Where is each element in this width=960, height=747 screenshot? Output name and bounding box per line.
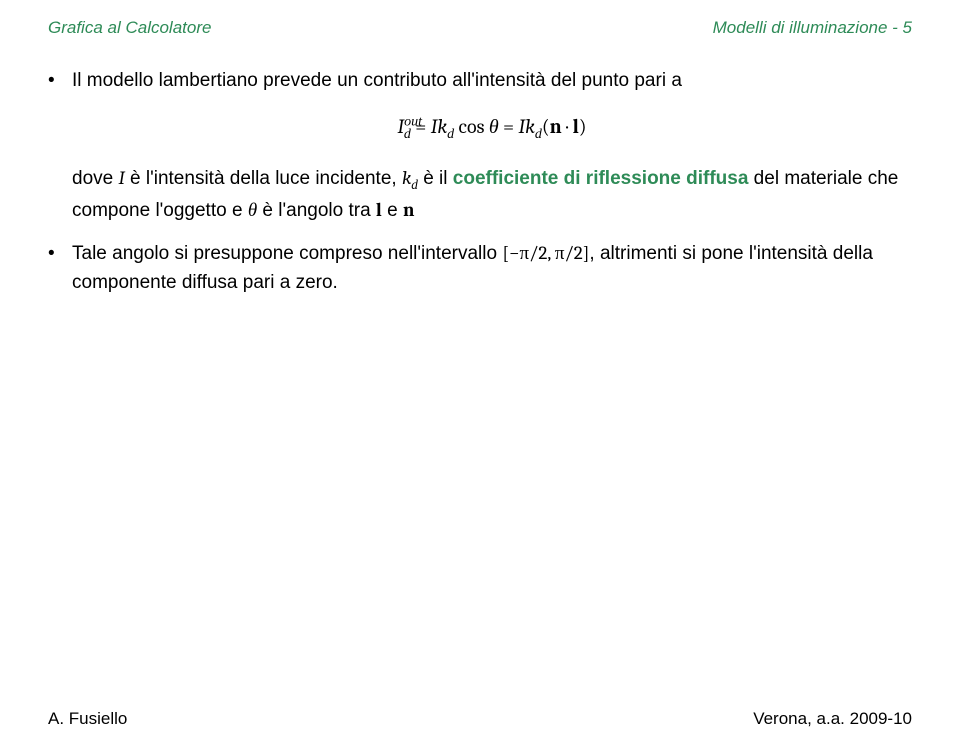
formula-d1: d bbox=[404, 127, 411, 142]
af-pre: dove bbox=[72, 168, 118, 189]
formula-Ik2: Ik bbox=[519, 115, 535, 138]
footer-left: A. Fusiello bbox=[48, 709, 127, 729]
bullet-1-body: Il modello lambertiano prevede un contri… bbox=[72, 66, 912, 225]
formula-n: n bbox=[550, 115, 562, 138]
page: Grafica al Calcolatore Modelli di illumi… bbox=[0, 0, 960, 747]
footer-right: Verona, a.a. 2009-10 bbox=[753, 709, 912, 729]
content: • Il modello lambertiano prevede un cont… bbox=[48, 66, 912, 298]
bullet-marker-2: • bbox=[48, 239, 72, 298]
formula-lp: ( bbox=[542, 115, 550, 138]
af-mid4: è l'angolo tra bbox=[257, 200, 376, 221]
formula: Ioutd = Ikd cos θ = Ikd(n · l) bbox=[72, 111, 912, 146]
b2-pre: Tale angolo si presuppone compreso nell'… bbox=[72, 243, 502, 264]
header-left: Grafica al Calcolatore bbox=[48, 18, 211, 38]
bullet-1-after: dove I è l'intensità della luce incident… bbox=[72, 164, 912, 225]
page-footer: A. Fusiello Verona, a.a. 2009-10 bbox=[48, 709, 912, 729]
formula-Ik1: Ik bbox=[431, 115, 447, 138]
af-mid2: è il bbox=[418, 168, 453, 189]
formula-dot: · bbox=[562, 115, 573, 138]
af-ksub: d bbox=[411, 177, 418, 192]
af-mid1: è l'intensità della luce incidente, bbox=[125, 168, 402, 189]
formula-theta: θ bbox=[489, 115, 499, 138]
formula-eq2: = bbox=[503, 115, 518, 138]
af-n: n bbox=[403, 199, 414, 221]
bullet-marker: • bbox=[48, 66, 72, 225]
af-coeff: coefficiente di riflessione diffusa bbox=[453, 168, 749, 189]
page-header: Grafica al Calcolatore Modelli di illumi… bbox=[48, 18, 912, 38]
formula-rp: ) bbox=[579, 115, 587, 138]
formula-eq1: = bbox=[415, 115, 430, 138]
bullet-1: • Il modello lambertiano prevede un cont… bbox=[48, 66, 912, 225]
b2-interval: [−π/2, π/2] bbox=[502, 242, 589, 264]
bullet-2: • Tale angolo si presuppone compreso nel… bbox=[48, 239, 912, 298]
header-right: Modelli di illuminazione - 5 bbox=[713, 18, 912, 38]
formula-d3: d bbox=[535, 127, 542, 142]
bullet-1-lead: Il modello lambertiano prevede un contri… bbox=[72, 70, 682, 91]
bullet-2-body: Tale angolo si presuppone compreso nell'… bbox=[72, 239, 912, 298]
formula-d2: d bbox=[447, 127, 454, 142]
af-and: e bbox=[382, 200, 403, 221]
af-k: k bbox=[402, 167, 411, 189]
formula-cos: cos bbox=[459, 115, 489, 138]
af-theta: θ bbox=[248, 199, 257, 221]
